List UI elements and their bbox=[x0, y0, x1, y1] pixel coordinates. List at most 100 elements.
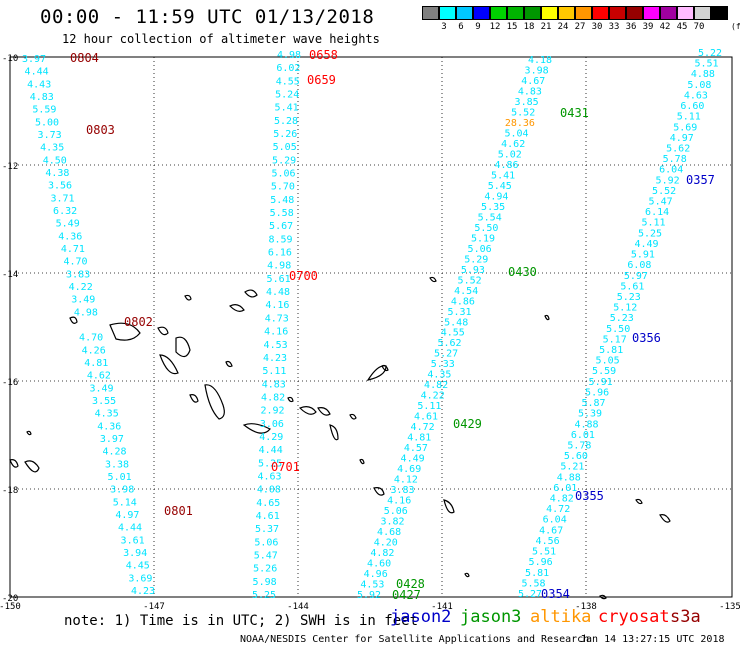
satellite-name: jason3 bbox=[460, 607, 522, 627]
island-outline bbox=[287, 396, 294, 403]
island-outline bbox=[225, 360, 233, 368]
wave-height-value: 5.96 bbox=[529, 557, 553, 568]
longitude-label: -135 bbox=[719, 602, 740, 612]
wave-height-value: 5.69 bbox=[673, 122, 697, 133]
wave-height-value: 4.18 bbox=[528, 55, 552, 66]
wave-height-value: 2.92 bbox=[260, 406, 284, 417]
wave-height-value: 5.26 bbox=[273, 129, 297, 140]
island-outline bbox=[228, 304, 245, 312]
latitude-label: -20 bbox=[2, 594, 18, 604]
wave-height-value: 6.01 bbox=[553, 483, 577, 494]
legend-swatch bbox=[592, 6, 609, 20]
wave-height-value: 6.60 bbox=[680, 101, 704, 112]
wave-height-value: 4.94 bbox=[484, 191, 508, 202]
wave-height-value: 4.23 bbox=[131, 586, 155, 597]
wave-height-value: 4.55 bbox=[441, 328, 465, 339]
island-outline bbox=[69, 316, 78, 324]
wave-height-value: 5.51 bbox=[694, 59, 718, 70]
wave-height-value: 4.12 bbox=[394, 475, 418, 486]
track-time-label: 0701 bbox=[271, 460, 300, 474]
wave-height-value: 3.98 bbox=[110, 485, 134, 496]
longitude-label: -147 bbox=[143, 602, 165, 612]
legend-swatch bbox=[643, 6, 660, 20]
wave-height-value: 5.11 bbox=[677, 112, 701, 123]
wave-height-value: 3.56 bbox=[48, 181, 72, 192]
legend-swatch bbox=[626, 6, 643, 20]
wave-height-value: 5.92 bbox=[357, 590, 381, 601]
wave-height-value: 5.06 bbox=[271, 169, 295, 180]
wave-height-value: 5.06 bbox=[468, 244, 492, 255]
wave-height-value: 4.38 bbox=[45, 168, 69, 179]
wave-height-value: 4.88 bbox=[557, 472, 581, 483]
satellite-name: cryosat bbox=[598, 607, 670, 627]
track-time-label: 0700 bbox=[289, 269, 318, 283]
wave-height-value: 5.25 bbox=[258, 458, 282, 469]
wave-height-value: 6.04 bbox=[543, 515, 567, 526]
latitude-label: -10 bbox=[2, 54, 18, 64]
wave-height-value: 3.38 bbox=[105, 459, 129, 470]
wave-height-value: 3.73 bbox=[38, 130, 62, 141]
wave-height-value: 4.16 bbox=[387, 496, 411, 507]
wave-height-value: 5.23 bbox=[617, 292, 641, 303]
track-time-label: 0804 bbox=[70, 51, 99, 65]
wave-height-value: 5.28 bbox=[274, 116, 298, 127]
wave-height-value: 5.26 bbox=[253, 564, 277, 575]
wave-height-value: 5.23 bbox=[610, 313, 634, 324]
wave-height-value: 4.35 bbox=[95, 409, 119, 420]
legend-label: 18 bbox=[523, 22, 535, 32]
track-time-label: 0659 bbox=[307, 73, 336, 87]
wave-height-value: 6.16 bbox=[268, 248, 292, 259]
island-outline bbox=[242, 423, 271, 434]
wave-height-value: 5.29 bbox=[272, 155, 296, 166]
latitude-label: -14 bbox=[2, 270, 18, 280]
wave-height-value: 4.70 bbox=[79, 333, 103, 344]
satellite-tracks: 3.974.444.434.835.595.003.734.354.504.38… bbox=[22, 48, 722, 602]
wave-height-value: 5.08 bbox=[687, 80, 711, 91]
legend-swatch bbox=[711, 6, 728, 20]
wave-height-value: 4.98 bbox=[277, 50, 301, 61]
wave-height-value: 5.70 bbox=[271, 182, 295, 193]
wave-height-value: 5.92 bbox=[656, 175, 680, 186]
wave-height-value: 4.36 bbox=[58, 231, 82, 242]
legend-label: 39 bbox=[642, 22, 654, 32]
legend-swatch bbox=[677, 6, 694, 20]
wave-height-value: 3.83 bbox=[66, 269, 90, 280]
legend-label: 6 bbox=[458, 22, 464, 32]
wave-height-value: 4.16 bbox=[265, 300, 289, 311]
wave-height-value: 5.91 bbox=[589, 377, 613, 388]
wave-height-value: 5.67 bbox=[269, 221, 293, 232]
wave-height-value: 5.05 bbox=[596, 356, 620, 367]
wave-height-value: 5.11 bbox=[262, 366, 286, 377]
island-outline bbox=[24, 460, 40, 473]
wave-height-value: 4.67 bbox=[521, 76, 545, 87]
wave-height-value: 5.37 bbox=[255, 524, 279, 535]
wave-height-value: 4.83 bbox=[518, 87, 542, 98]
legend-swatch bbox=[473, 6, 490, 20]
wave-height-value: 4.28 bbox=[102, 447, 126, 458]
wave-height-value: 3.61 bbox=[121, 535, 145, 546]
wave-height-value: 4.83 bbox=[262, 379, 286, 390]
legend-label: 24 bbox=[557, 22, 569, 32]
track-time-label: 0428 bbox=[396, 577, 425, 591]
island-outline bbox=[184, 294, 192, 301]
wave-height-value: 4.60 bbox=[367, 559, 391, 570]
legend-label: 12 bbox=[489, 22, 501, 32]
legend-label: 36 bbox=[625, 22, 637, 32]
wave-height-value: 4.29 bbox=[259, 432, 283, 443]
island-outline bbox=[159, 354, 179, 375]
wave-height-value: 5.01 bbox=[108, 472, 132, 483]
wave-height-value: 5.11 bbox=[417, 401, 441, 412]
longitude-label: -150 bbox=[0, 602, 21, 612]
wave-height-value: 3.55 bbox=[92, 396, 116, 407]
wave-height-value: 5.91 bbox=[631, 250, 655, 261]
wave-height-value: 5.50 bbox=[606, 324, 630, 335]
legend-swatch bbox=[694, 6, 711, 20]
island-outline bbox=[349, 413, 357, 420]
island-outline bbox=[157, 326, 169, 336]
wave-height-value: 5.00 bbox=[35, 117, 59, 128]
wave-height-value: 4.98 bbox=[74, 307, 98, 318]
wave-height-value: 4.82 bbox=[550, 494, 574, 505]
wave-height-value: 5.27 bbox=[518, 589, 542, 600]
wave-height-value: 5.50 bbox=[474, 223, 498, 234]
